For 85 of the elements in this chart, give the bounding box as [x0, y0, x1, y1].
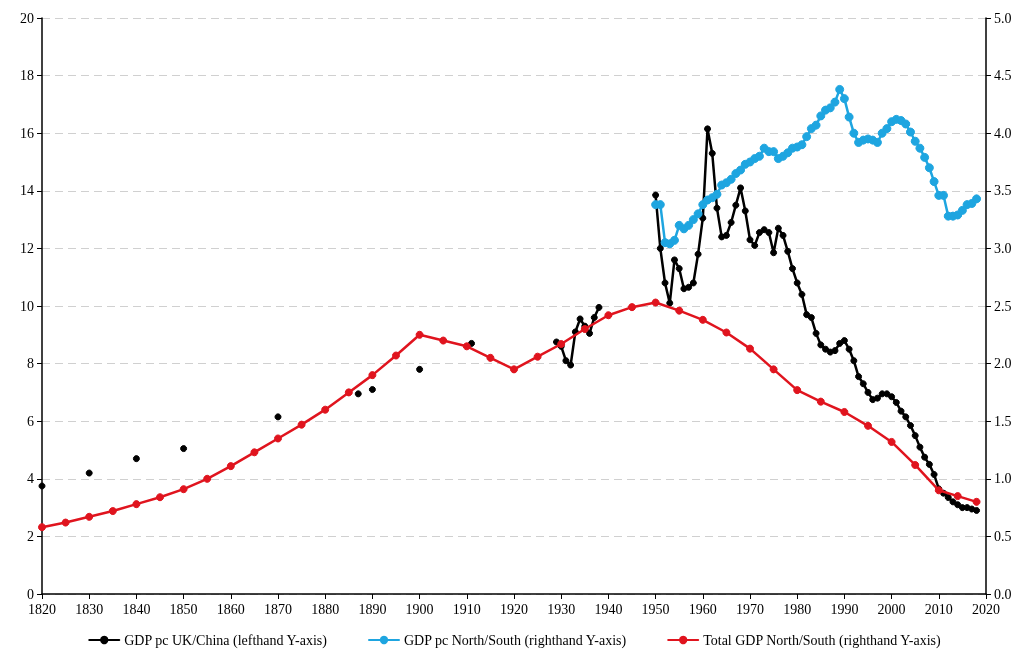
- point: [651, 298, 660, 307]
- legend-label: GDP pc UK/China (lefthand Y-axis): [124, 632, 328, 649]
- x-tick-label: 1860: [216, 601, 245, 617]
- point: [533, 352, 542, 361]
- point: [840, 407, 849, 416]
- x-tick-label: 1940: [594, 601, 623, 617]
- y-tick-label: 12: [20, 240, 34, 256]
- y-tick-label: 6: [27, 413, 34, 429]
- point: [108, 507, 117, 516]
- point: [675, 306, 684, 315]
- point: [415, 330, 424, 339]
- y-tick-label: 4: [27, 471, 34, 487]
- point: [793, 386, 802, 395]
- y-tick-label: 20: [20, 10, 34, 26]
- y2-tick-label: 5.0: [994, 10, 1012, 26]
- x-tick-label: 1990: [830, 601, 859, 617]
- point: [816, 397, 825, 406]
- x-tick-label: 1820: [28, 601, 56, 617]
- x-tick-label: 1850: [169, 601, 198, 617]
- y-tick-label: 14: [20, 183, 34, 199]
- y-tick-label: 2: [27, 528, 34, 544]
- x-tick-label: 1890: [358, 601, 387, 617]
- y2-tick-label: 4.0: [994, 125, 1012, 141]
- y2-tick-label: 3.0: [994, 240, 1012, 256]
- point: [297, 420, 306, 429]
- x-tick-label: 1950: [641, 601, 670, 617]
- point: [226, 462, 235, 471]
- y2-tick-label: 2.0: [994, 356, 1012, 372]
- x-tick-label: 2010: [924, 601, 953, 617]
- point: [179, 485, 188, 494]
- x-tick-label: 1930: [547, 601, 576, 617]
- point: [769, 365, 778, 374]
- point: [462, 342, 471, 351]
- point: [887, 437, 896, 446]
- y2-tick-label: 1.5: [994, 413, 1012, 429]
- point: [61, 518, 70, 527]
- point: [439, 336, 448, 345]
- y-tick-label: 8: [27, 356, 34, 372]
- x-tick-label: 1870: [264, 601, 292, 617]
- point: [911, 460, 920, 469]
- point: [321, 405, 330, 414]
- point: [746, 344, 754, 353]
- point: [604, 311, 613, 320]
- x-tick-label: 1970: [736, 601, 764, 617]
- point: [580, 325, 589, 334]
- point: [274, 434, 282, 443]
- x-tick-label: 2020: [972, 601, 1000, 617]
- x-tick-label: 1840: [122, 601, 151, 617]
- x-tick-label: 1900: [405, 601, 434, 617]
- point: [132, 500, 141, 509]
- y2-tick-label: 3.5: [994, 183, 1012, 199]
- legend-label: GDP pc North/South (righthand Y-axis): [403, 632, 627, 649]
- point: [628, 303, 636, 312]
- x-tick-label: 1960: [688, 601, 717, 617]
- point: [344, 388, 353, 397]
- point: [392, 351, 400, 360]
- point: [972, 497, 981, 506]
- point: [368, 371, 377, 380]
- legend-label: Total GDP North/South (righthand Y-axis): [703, 632, 942, 649]
- y2-tick-label: 4.5: [994, 68, 1012, 84]
- y-tick-label: 10: [20, 298, 34, 314]
- y2-tick-label: 2.5: [994, 298, 1012, 314]
- point: [156, 493, 164, 502]
- x-tick-label: 2000: [877, 601, 906, 617]
- point: [38, 523, 46, 532]
- x-tick-label: 1910: [452, 601, 481, 617]
- point: [85, 512, 94, 521]
- point: [722, 328, 731, 337]
- y-tick-label: 16: [20, 125, 34, 141]
- y2-tick-label: 0.0: [994, 586, 1012, 602]
- x-tick-label: 1880: [311, 601, 340, 617]
- point: [486, 353, 495, 362]
- point: [203, 474, 212, 483]
- point: [698, 315, 707, 324]
- y2-tick-label: 0.5: [994, 528, 1012, 544]
- x-tick-label: 1980: [783, 601, 812, 617]
- point: [250, 448, 259, 457]
- point: [510, 365, 518, 374]
- y-tick-label: 0: [27, 586, 34, 602]
- x-tick-label: 1830: [75, 601, 104, 617]
- y2-tick-label: 1.0: [994, 471, 1012, 487]
- x-tick-label: 1920: [500, 601, 528, 617]
- point: [864, 421, 872, 430]
- point: [953, 492, 962, 501]
- y-tick-label: 18: [20, 68, 34, 84]
